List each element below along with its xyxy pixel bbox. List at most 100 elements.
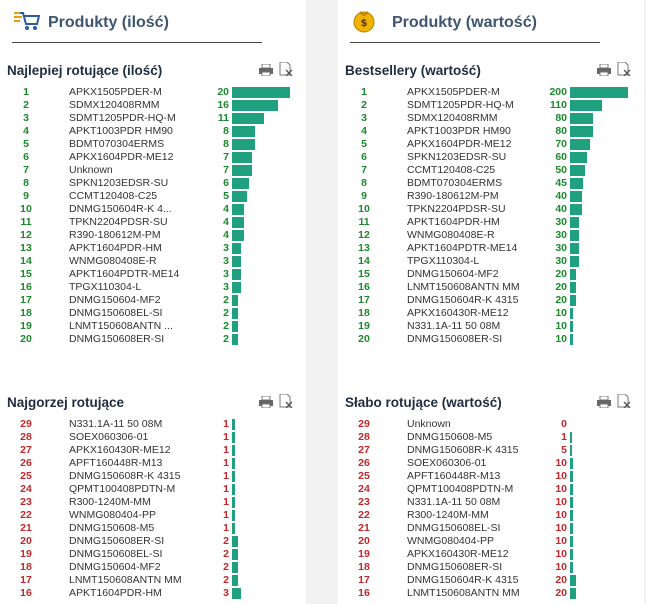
list-item[interactable]: 6 SPKN1203EDSR-SU 60 <box>345 151 635 164</box>
rank-number: 9 <box>23 190 29 202</box>
list-item[interactable]: 29 N331.1A-11 50 08M 1 <box>7 418 297 431</box>
export-icon[interactable] <box>617 393 631 412</box>
list-item[interactable]: 9 CCMT120408-C25 5 <box>7 190 297 203</box>
list-item[interactable]: 20 WNMG080404-PP 10 <box>345 535 635 548</box>
rank-number: 24 <box>20 483 32 495</box>
list-item[interactable]: 1 APKX1505PDER-M 20 <box>7 86 297 99</box>
export-icon[interactable] <box>279 393 293 412</box>
product-value: 30 <box>555 229 567 241</box>
value-bar <box>232 321 238 332</box>
product-value: 0 <box>561 418 567 430</box>
list-item[interactable]: 8 BDMT070304ERMS 45 <box>345 177 635 190</box>
rank-number: 3 <box>361 112 367 124</box>
list-item[interactable]: 26 SOEX060306-01 10 <box>345 457 635 470</box>
list-item[interactable]: 1 APKX1505PDER-M 200 <box>345 86 635 99</box>
list-item[interactable]: 8 SPKN1203EDSR-SU 6 <box>7 177 297 190</box>
list-item[interactable]: 18 DNMG150604-MF2 2 <box>7 561 297 574</box>
panel-title: Produkty (wartość) <box>392 14 537 31</box>
list-item[interactable]: 24 QPMT100408PDTN-M 1 <box>7 483 297 496</box>
list-item[interactable]: 2 SDMX120408RMM 16 <box>7 99 297 112</box>
list-item[interactable]: 5 APKX1604PDR-ME12 70 <box>345 138 635 151</box>
section-heading: Najlepiej rotujące (ilość) <box>7 62 163 78</box>
list-item[interactable]: 17 LNMT150608ANTN MM 2 <box>7 574 297 587</box>
print-icon[interactable] <box>259 393 273 412</box>
list-item[interactable]: 12 WNMG080408E-R 30 <box>345 229 635 242</box>
list-item[interactable]: 7 CCMT120408-C25 50 <box>345 164 635 177</box>
list-item[interactable]: 19 LNMT150608ANTN ... 2 <box>7 320 297 333</box>
list-item[interactable]: 18 APKX160430R-ME12 10 <box>345 307 635 320</box>
list-item[interactable]: 24 QPMT100408PDTN-M 10 <box>345 483 635 496</box>
list-item[interactable]: 23 R300-1240M-MM 1 <box>7 496 297 509</box>
list-item[interactable]: 27 APKX160430R-ME12 1 <box>7 444 297 457</box>
list-item[interactable]: 13 APKT1604PDTR-ME14 30 <box>345 242 635 255</box>
list-item[interactable]: 29 Unknown 0 <box>345 418 635 431</box>
list-item[interactable]: 25 DNMG150608R-K 4315 1 <box>7 470 297 483</box>
list-item[interactable]: 26 APFT160448R-M13 1 <box>7 457 297 470</box>
list-item[interactable]: 12 R390-180612M-PM 4 <box>7 229 297 242</box>
export-icon[interactable] <box>279 61 293 80</box>
panel-title: Produkty (ilość) <box>48 14 169 31</box>
print-icon[interactable] <box>597 393 611 412</box>
list-item[interactable]: 10 DNMG150604R-K 4... 4 <box>7 203 297 216</box>
product-value: 3 <box>223 242 229 254</box>
list-item[interactable]: 17 DNMG150604R-K 4315 20 <box>345 574 635 587</box>
list-item[interactable]: 9 R390-180612M-PM 40 <box>345 190 635 203</box>
list-item[interactable]: 20 DNMG150608ER-SI 2 <box>7 535 297 548</box>
rank-number: 2 <box>361 99 367 111</box>
list-item[interactable]: 3 SDMT1205PDR-HQ-M 11 <box>7 112 297 125</box>
list-item[interactable]: 6 APKX1604PDR-ME12 7 <box>7 151 297 164</box>
list-item[interactable]: 18 DNMG150608EL-SI 2 <box>7 307 297 320</box>
list-item[interactable]: 14 WNMG080408E-R 3 <box>7 255 297 268</box>
value-bar <box>570 321 573 332</box>
list-item[interactable]: 17 DNMG150604R-K 4315 20 <box>345 294 635 307</box>
list-item[interactable]: 16 APKT1604PDR-HM 3 <box>7 587 297 600</box>
list-item[interactable]: 21 DNMG150608EL-SI 10 <box>345 522 635 535</box>
list-item[interactable]: 2 SDMT1205PDR-HQ-M 110 <box>345 99 635 112</box>
print-icon[interactable] <box>259 61 273 80</box>
list-item[interactable]: 10 TPKN2204PDSR-SU 40 <box>345 203 635 216</box>
rank-number: 10 <box>20 203 32 215</box>
list-item[interactable]: 11 TPKN2204PDSR-SU 4 <box>7 216 297 229</box>
list-item[interactable]: 21 DNMG150608-M5 1 <box>7 522 297 535</box>
list-item[interactable]: 7 Unknown 7 <box>7 164 297 177</box>
list-item[interactable]: 4 APKT1003PDR HM90 80 <box>345 125 635 138</box>
list-item[interactable]: 19 N331.1A-11 50 08M 10 <box>345 320 635 333</box>
value-bar <box>570 126 593 137</box>
list-item[interactable]: 23 N331.1A-11 50 08M 10 <box>345 496 635 509</box>
list-item[interactable]: 16 LNMT150608ANTN MM 20 <box>345 587 635 600</box>
list-item[interactable]: 28 SOEX060306-01 1 <box>7 431 297 444</box>
list-item[interactable]: 15 DNMG150604-MF2 20 <box>345 268 635 281</box>
list-item[interactable]: 3 SDMX120408RMM 80 <box>345 112 635 125</box>
rank-number: 27 <box>20 444 32 456</box>
list-item[interactable]: 15 APKT1604PDTR-ME14 3 <box>7 268 297 281</box>
list-item[interactable]: 20 DNMG150608ER-SI 2 <box>7 333 297 346</box>
product-name: SDMT1205PDR-HQ-M <box>69 112 176 124</box>
list-item[interactable]: 16 TPGX110304-L 3 <box>7 281 297 294</box>
rank-number: 19 <box>358 548 370 560</box>
rank-number: 4 <box>361 125 367 137</box>
rank-number: 4 <box>23 125 29 137</box>
list-item[interactable]: 19 DNMG150608EL-SI 2 <box>7 548 297 561</box>
list-item[interactable]: 16 LNMT150608ANTN MM 20 <box>345 281 635 294</box>
list-item[interactable]: 22 R300-1240M-MM 10 <box>345 509 635 522</box>
product-value: 1 <box>223 431 229 443</box>
list-item[interactable]: 20 DNMG150608ER-SI 10 <box>345 333 635 346</box>
list-item[interactable]: 27 DNMG150608R-K 4315 5 <box>345 444 635 457</box>
list-item[interactable]: 13 APKT1604PDR-HM 3 <box>7 242 297 255</box>
export-icon[interactable] <box>617 61 631 80</box>
product-value: 3 <box>223 281 229 293</box>
list-item[interactable]: 28 DNMG150608-M5 1 <box>345 431 635 444</box>
list-item[interactable]: 22 WNMG080404-PP 1 <box>7 509 297 522</box>
list-item[interactable]: 19 APKX160430R-ME12 10 <box>345 548 635 561</box>
print-icon[interactable] <box>597 61 611 80</box>
rank-number: 26 <box>358 457 370 469</box>
value-bar <box>232 458 235 469</box>
list-item[interactable]: 11 APKT1604PDR-HM 30 <box>345 216 635 229</box>
list-item[interactable]: 14 TPGX110304-L 30 <box>345 255 635 268</box>
title-underline <box>350 42 600 43</box>
list-item[interactable]: 5 BDMT070304ERMS 8 <box>7 138 297 151</box>
list-item[interactable]: 25 APFT160448R-M13 10 <box>345 470 635 483</box>
list-item[interactable]: 18 DNMG150608ER-SI 10 <box>345 561 635 574</box>
list-item[interactable]: 17 DNMG150604-MF2 2 <box>7 294 297 307</box>
list-item[interactable]: 4 APKT1003PDR HM90 8 <box>7 125 297 138</box>
